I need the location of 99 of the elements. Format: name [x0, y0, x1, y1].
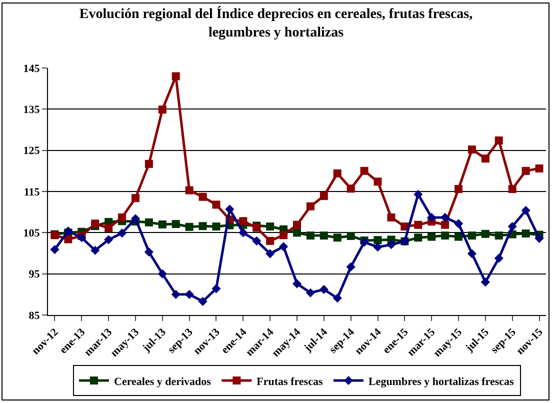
point	[346, 262, 356, 272]
point	[185, 222, 194, 231]
point	[414, 220, 422, 229]
point	[481, 230, 490, 238]
point	[171, 290, 180, 299]
chart-title: Evolución regional del Índice deprecios en cereales, frutas frescas, legumbres y hortalizas	[79, 5, 473, 40]
point	[320, 192, 328, 200]
y-tick-label: 95	[28, 268, 40, 281]
point	[306, 202, 314, 210]
point	[212, 200, 220, 209]
point	[440, 212, 450, 222]
point	[522, 166, 530, 175]
point	[280, 231, 288, 240]
point	[198, 222, 207, 230]
point	[91, 220, 100, 228]
point	[239, 217, 248, 226]
point	[386, 240, 396, 250]
y-tick-label: 105	[23, 228, 40, 240]
point	[481, 154, 490, 163]
y-tick-label: 135	[23, 104, 40, 116]
point	[333, 234, 342, 242]
point	[428, 232, 436, 241]
point	[104, 224, 113, 232]
point	[90, 246, 100, 255]
point	[306, 288, 316, 298]
point	[225, 204, 234, 214]
point	[332, 294, 342, 303]
point	[454, 185, 463, 194]
point	[494, 232, 503, 240]
point	[467, 249, 477, 258]
point	[293, 220, 301, 229]
point	[535, 164, 544, 172]
point	[468, 146, 476, 154]
point	[534, 234, 544, 243]
point	[118, 213, 126, 222]
point	[441, 220, 450, 229]
point	[158, 106, 166, 114]
point	[360, 238, 369, 247]
point	[454, 232, 463, 241]
point	[346, 232, 355, 240]
point	[521, 206, 530, 215]
point	[333, 169, 342, 178]
point	[387, 213, 396, 222]
legend-label: Cereales y derivados	[114, 376, 212, 388]
point	[144, 247, 154, 257]
point	[414, 234, 422, 242]
point	[522, 229, 530, 238]
point	[131, 194, 140, 202]
point	[278, 242, 288, 252]
point	[198, 192, 207, 201]
point	[158, 220, 166, 228]
point	[508, 185, 516, 194]
point	[494, 136, 503, 144]
point	[373, 242, 382, 252]
point	[414, 190, 423, 199]
y-tick-label: 145	[23, 62, 40, 75]
point	[360, 166, 368, 175]
y-tick-label: 115	[24, 186, 40, 198]
point	[172, 72, 180, 80]
point	[238, 228, 248, 238]
point	[374, 178, 382, 186]
point	[158, 269, 167, 278]
legend-label: Frutas frescas	[256, 376, 324, 388]
point	[104, 235, 114, 244]
legend-label: Legumbres y hortalizas frescas	[368, 376, 515, 388]
point	[306, 232, 314, 240]
point	[117, 228, 127, 238]
point	[130, 214, 140, 224]
point	[212, 222, 220, 230]
point	[212, 284, 221, 294]
point	[319, 284, 328, 294]
point	[266, 222, 274, 230]
point	[293, 228, 301, 237]
point	[468, 232, 476, 240]
point	[144, 218, 153, 226]
point	[292, 279, 302, 288]
point	[494, 254, 504, 263]
point	[427, 212, 436, 222]
point	[64, 235, 72, 244]
point	[374, 236, 382, 244]
point	[198, 296, 208, 306]
point	[266, 249, 275, 258]
point	[172, 220, 180, 228]
point	[346, 184, 355, 193]
point	[480, 278, 490, 287]
point	[50, 244, 60, 254]
point	[508, 222, 517, 232]
point	[454, 219, 464, 228]
point	[266, 236, 274, 245]
point	[144, 160, 153, 168]
point	[441, 232, 450, 240]
point	[252, 236, 262, 246]
y-tick-label: 125	[23, 145, 40, 158]
point	[64, 226, 73, 236]
point	[320, 232, 328, 240]
y-tick-label: 85	[28, 310, 40, 322]
point	[184, 290, 194, 299]
point	[185, 186, 194, 194]
point	[77, 233, 86, 242]
